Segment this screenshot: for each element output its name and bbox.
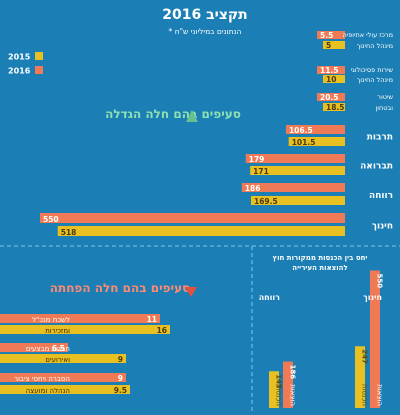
dec-category-label-1-line1: חגיגות מבצעים: [26, 345, 70, 353]
ratio-external-value-1: 147: [275, 374, 283, 389]
dec-category-label-1-line2: ואירועים: [45, 356, 70, 364]
bar-2015-6: [57, 226, 345, 236]
increase-arrow-icon: [186, 110, 198, 122]
ratio-expense-label-0: הוצאות: [376, 384, 384, 406]
dec-value-2015-0: 16: [157, 326, 167, 335]
bar-2015-1: [323, 75, 345, 83]
value-2015-6: 518: [61, 228, 77, 237]
category-label-1-line2: מינהל החינוך: [357, 76, 393, 84]
increase-section-title: סעיפים בהם חלה הגדלה: [105, 107, 241, 121]
dec-value-2015-2: 9.5: [114, 386, 127, 395]
value-2015-3: 101.5: [292, 138, 316, 147]
value-2016-5: 186: [245, 184, 261, 193]
decrease-arrow-icon: [185, 287, 197, 297]
bar-2015-4: [250, 166, 345, 175]
ratio-expense-bar-0: [370, 270, 380, 408]
value-2016-0: 5.5: [320, 31, 333, 40]
category-label-5: רווחה: [369, 191, 393, 201]
legend-label-2015: 2015: [8, 53, 31, 62]
bar-2016-6: [40, 213, 345, 223]
dec-bar-2015-2: [0, 385, 130, 394]
ratio-category-label-1: רווחה: [259, 293, 280, 302]
category-label-4: תברואה: [360, 162, 393, 172]
bar-2015-5: [251, 196, 345, 205]
category-label-1-line1: שירות פסיכולוגי: [351, 66, 394, 74]
bar-2016-1: [317, 66, 345, 74]
dec-value-2016-2: 9: [118, 374, 123, 383]
ratio-external-bar-0: [355, 346, 365, 408]
value-2015-1: 10: [326, 75, 336, 84]
decrease-section-title: סעיפים בהם חלה הפחתה: [50, 281, 190, 295]
ratio-title-line2: להוצאות העירייה: [292, 264, 347, 272]
ratio-external-bar-1: [269, 371, 279, 408]
value-2016-4: 179: [249, 155, 265, 164]
dec-category-label-2-line1: הסברה ויחסי ציבור: [14, 375, 70, 383]
value-2015-5: 169.5: [254, 197, 278, 206]
dec-bar-2015-0: [0, 325, 170, 334]
bar-2015-0: [323, 41, 345, 49]
bar-2016-3: [285, 125, 345, 134]
bar-2016-4: [245, 154, 345, 163]
dec-category-label-2-line2: הנהלה ומועצה: [26, 387, 70, 395]
dec-bar-2016-1: [0, 343, 68, 352]
dec-bar-2016-2: [0, 373, 126, 382]
legend-swatch-2016: [35, 66, 43, 74]
ratio-external-label-1: הכנסות: [275, 384, 283, 406]
bar-2016-5: [241, 183, 345, 192]
legend-swatch-2015: [35, 52, 43, 60]
ratio-expense-value-1: 186: [289, 365, 297, 380]
dec-category-label-0-line1: לשכת מנכ"ל: [32, 316, 70, 324]
category-label-3: תרבות: [367, 133, 393, 143]
category-label-0-line1: מרכז עולי אתיופיה: [343, 31, 394, 39]
category-label-0-line2: מינהל החינוך: [357, 42, 393, 50]
bar-2015-3: [288, 137, 345, 146]
value-2016-6: 550: [43, 215, 59, 224]
bar-2016-2: [317, 93, 345, 101]
value-2015-4: 171: [253, 167, 269, 176]
bar-2016-0: [317, 31, 345, 39]
ratio-expense-bar-1: [283, 361, 293, 408]
ratio-title-line1: יחס בין הכנסות ממקורות חוץ: [273, 254, 368, 262]
ratio-expense-value-0: 550: [376, 274, 384, 289]
page-title: תקציב 2016: [162, 7, 248, 23]
value-2016-2: 20.5: [320, 93, 339, 102]
category-label-6: חינוך: [372, 222, 393, 232]
ratio-category-label-0: חינוך: [363, 293, 382, 302]
legend-label-2016: 2016: [8, 67, 31, 76]
dec-bar-2015-1: [0, 354, 126, 363]
value-2015-2: 18.5: [326, 103, 345, 112]
bar-2015-2: [323, 103, 345, 111]
ratio-expense-label-1: הוצאות: [289, 384, 297, 406]
dec-value-2016-0: 11: [147, 315, 157, 324]
category-label-2-line2: ובטחון: [375, 104, 393, 112]
value-2015-0: 5: [326, 41, 331, 50]
ratio-external-value-0: 247: [361, 349, 369, 364]
dec-value-2016-1: 6.5: [52, 344, 65, 353]
dec-category-label-0-line2: ומזכירות: [45, 327, 70, 335]
value-2016-3: 106.5: [289, 126, 313, 135]
category-label-2-line1: שיטור: [377, 93, 393, 101]
ratio-external-label-0: הכנסות: [361, 384, 369, 406]
dec-bar-2016-0: [0, 314, 160, 323]
page-subtitle: * הנתונים במיליוני ש"ח: [169, 27, 242, 36]
dec-value-2015-1: 9: [118, 355, 123, 364]
value-2016-1: 11.5: [320, 66, 339, 75]
